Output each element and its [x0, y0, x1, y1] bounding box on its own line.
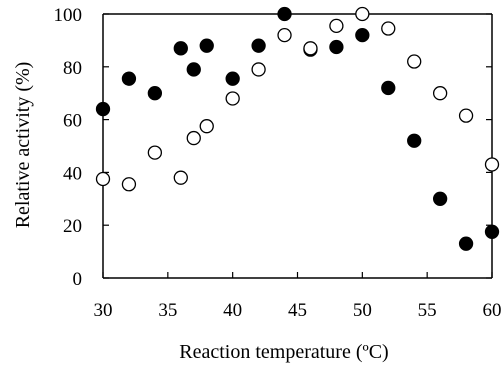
open-data-point — [225, 91, 240, 106]
open-data-point — [432, 86, 448, 101]
filled-data-point — [277, 6, 292, 22]
filled-data-point — [199, 38, 214, 53]
open-data-point — [251, 62, 266, 77]
x-tick-label: 45 — [288, 300, 307, 321]
filled-data-point — [121, 71, 137, 86]
open-data-point — [355, 6, 370, 22]
filled-data-point — [484, 224, 500, 239]
filled-data-point — [329, 39, 344, 55]
x-tick-labels: 30 35 40 45 50 55 60 — [94, 300, 502, 321]
axes — [102, 13, 493, 279]
filled-data-point — [432, 191, 448, 206]
open-data-point — [173, 170, 188, 185]
filled-data-point — [381, 80, 396, 96]
open-data-point — [199, 119, 214, 134]
open-data-point — [147, 145, 163, 160]
y-tick-label: 20 — [63, 216, 82, 237]
open-data-point — [484, 157, 500, 172]
y-tick-label: 0 — [73, 269, 83, 290]
filled-data-point — [186, 62, 201, 77]
y-tick-label: 100 — [54, 5, 83, 26]
filled-data-point — [147, 86, 163, 101]
y-axis-title: Relative activity (%) — [12, 62, 34, 229]
open-data-point — [186, 130, 201, 146]
open-data-point — [95, 171, 111, 187]
open-data-point — [303, 41, 318, 56]
filled-data-point — [458, 236, 474, 251]
y-tick-label: 40 — [63, 163, 82, 184]
x-tick-label: 35 — [158, 300, 177, 321]
y-tick-labels: 0 20 40 60 80 100 — [54, 5, 83, 290]
y-tick-label: 60 — [63, 111, 82, 132]
data-points — [95, 6, 500, 251]
open-data-point — [407, 54, 422, 69]
filled-data-point — [407, 133, 422, 148]
x-tick-label: 40 — [223, 300, 242, 321]
open-data-point — [329, 18, 344, 34]
open-data-point — [277, 27, 292, 43]
x-tick-label: 50 — [353, 300, 372, 321]
filled-data-point — [95, 101, 111, 117]
open-data-point — [458, 108, 474, 123]
x-tick-label: 55 — [418, 300, 437, 321]
x-tick-label: 30 — [94, 300, 113, 321]
filled-data-point — [225, 71, 240, 86]
tick-marks — [102, 13, 493, 279]
filled-data-point — [355, 27, 370, 43]
y-tick-label: 80 — [63, 58, 82, 79]
x-axis-title: Reaction temperature (ºC) — [179, 341, 388, 363]
filled-data-point — [173, 41, 188, 56]
x-tick-label: 60 — [483, 300, 502, 321]
filled-data-point — [251, 38, 266, 53]
open-data-point — [121, 177, 137, 192]
open-data-point — [381, 21, 396, 36]
